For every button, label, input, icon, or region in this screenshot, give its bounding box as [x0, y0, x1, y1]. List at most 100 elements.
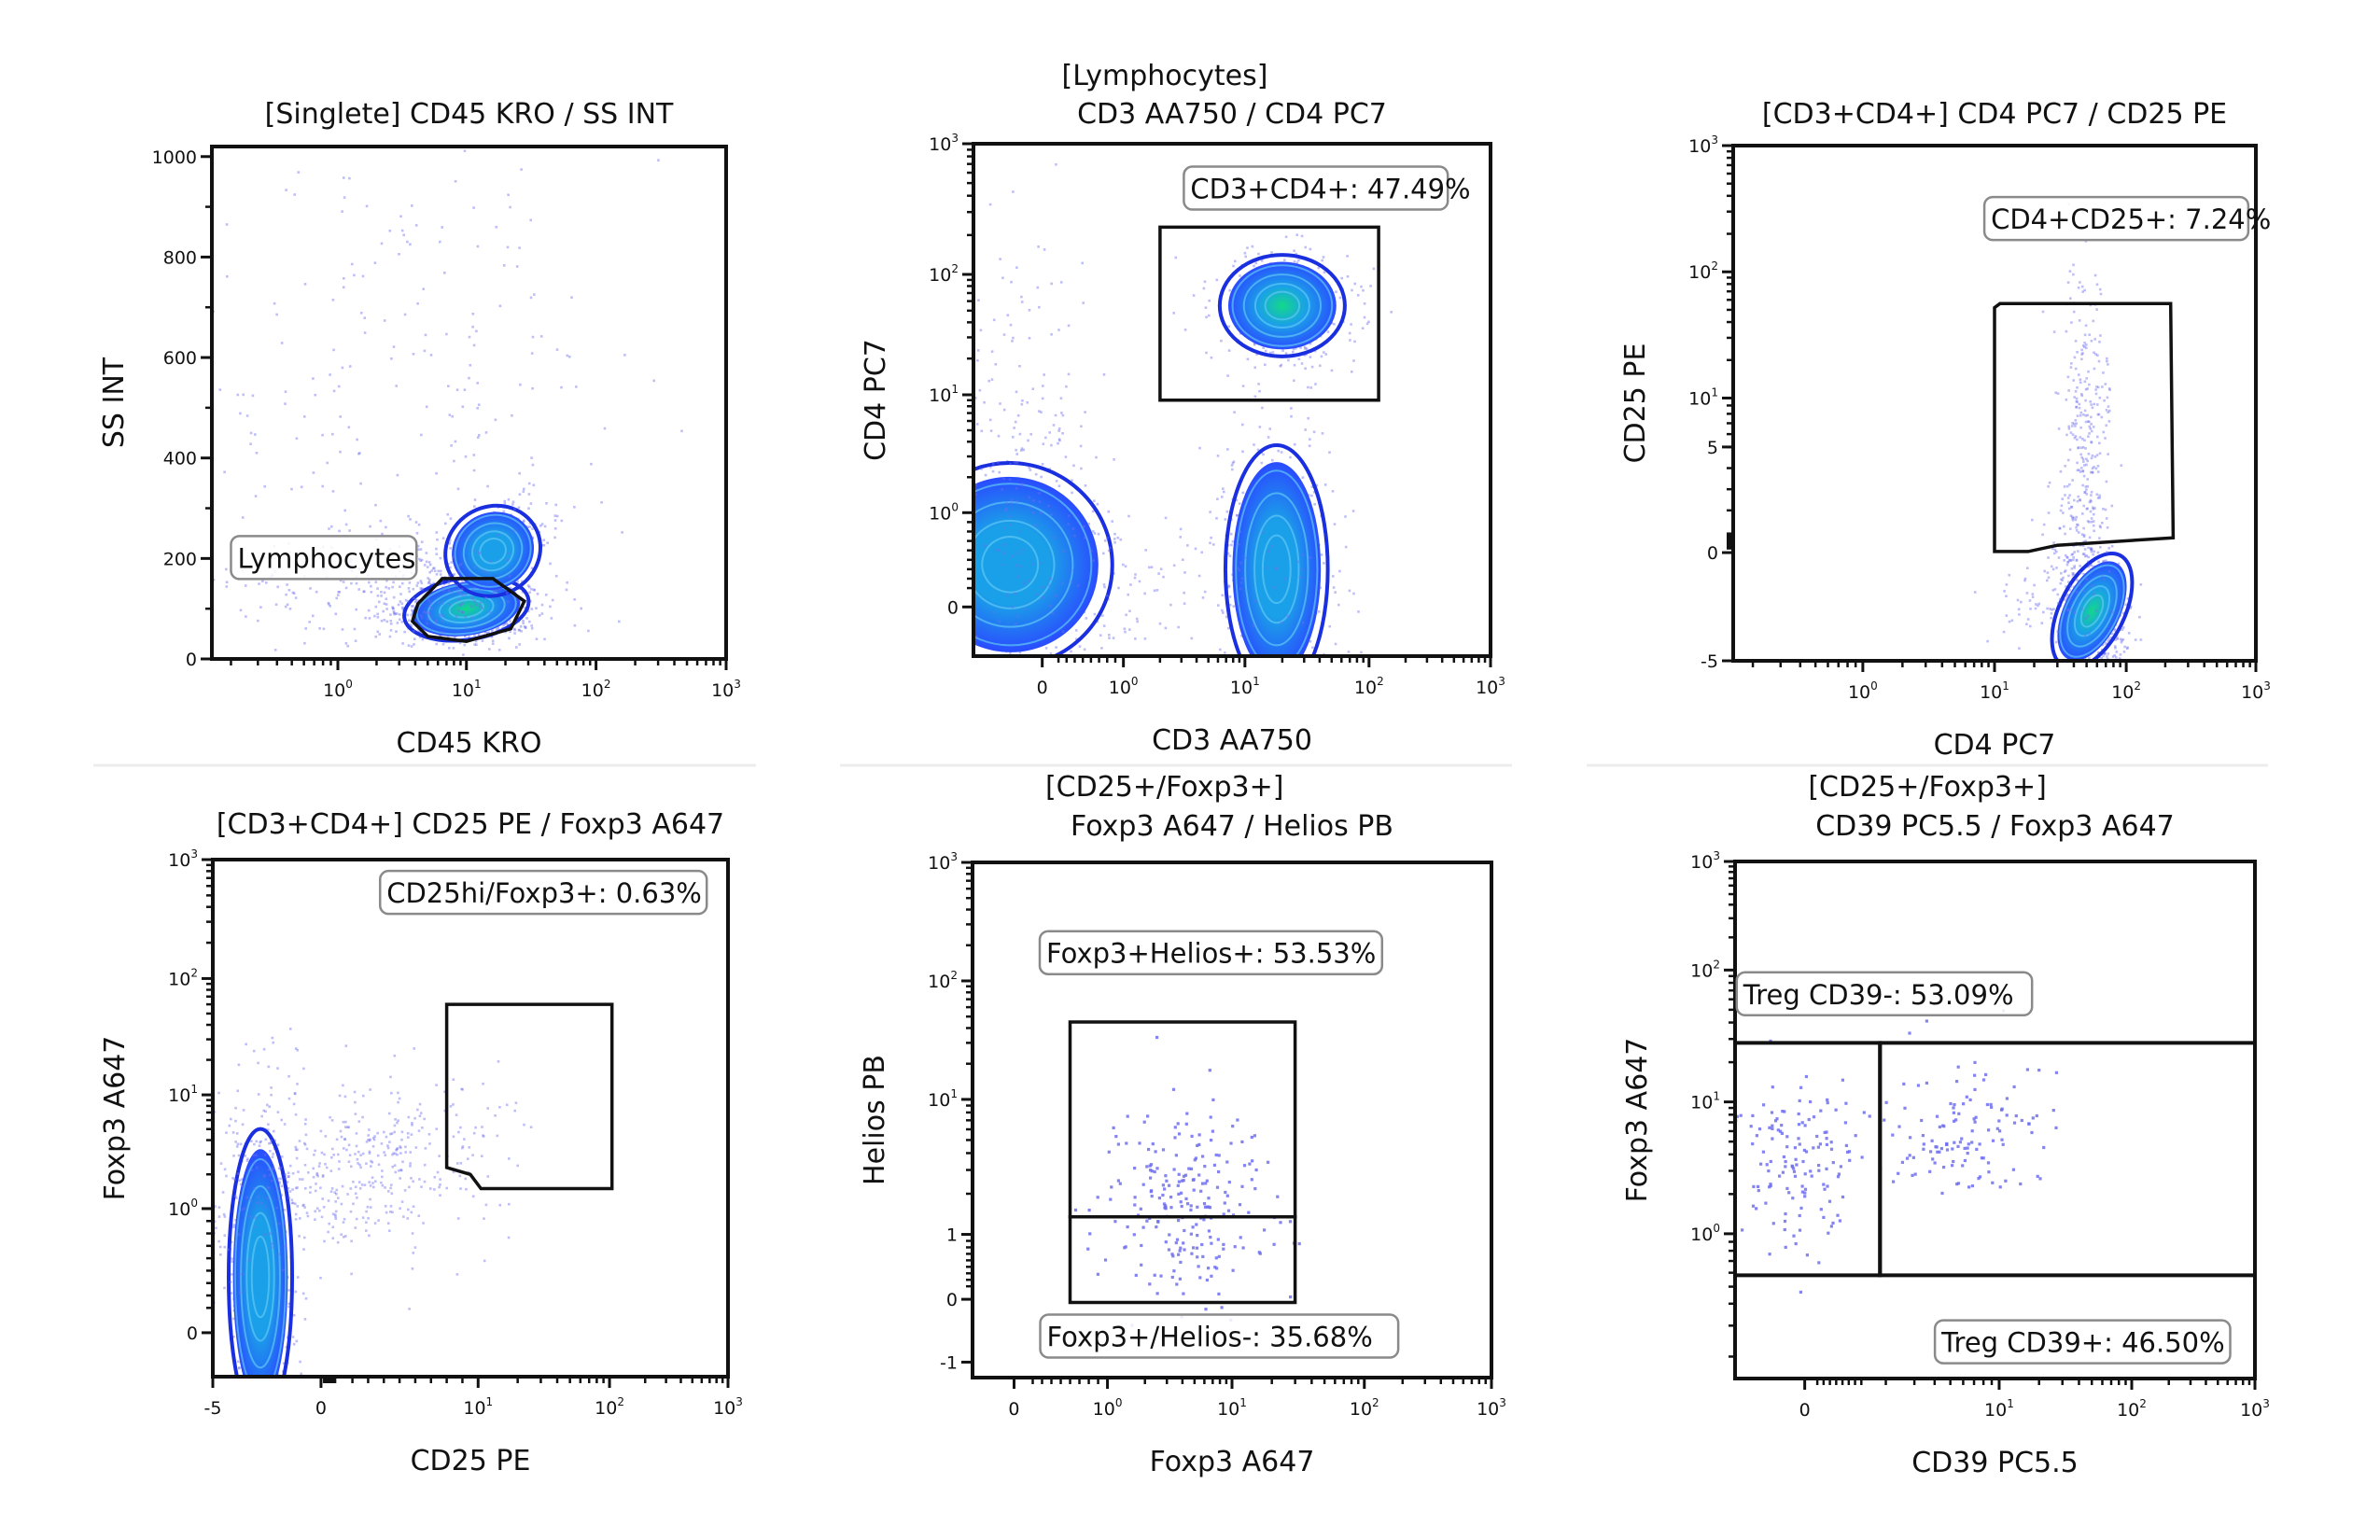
event-dot: [1043, 373, 1045, 376]
event-dot: [400, 621, 404, 623]
event-dot: [414, 521, 418, 524]
event-dot: [223, 1245, 227, 1249]
event-dot: [2108, 683, 2111, 686]
event-dot: [1093, 612, 1097, 616]
event-dot: [1015, 500, 1019, 503]
event-dot: [391, 606, 394, 609]
x-tick-label: 103: [711, 678, 741, 701]
event-dot: [337, 591, 340, 594]
population-cd3-neg: [939, 429, 1180, 663]
y-tick-label: 0: [186, 650, 197, 670]
event-dot: [939, 557, 942, 560]
y-tick-label: 400: [163, 449, 197, 469]
event-dot: [951, 442, 954, 445]
event-dot: [515, 265, 519, 268]
event-dot: [1265, 681, 1267, 684]
event-dot: [1009, 462, 1012, 466]
event-dot: [456, 487, 460, 491]
event-dot: [284, 402, 287, 405]
event-dot: [1009, 651, 1012, 655]
event-dot: [1322, 256, 1325, 259]
event-dot: [1280, 622, 1283, 624]
event-dot: [1217, 604, 1220, 607]
event-dot: [580, 607, 582, 610]
event-dot: [2086, 484, 2090, 488]
event-dot: [1350, 323, 1352, 326]
event-dot: [418, 631, 422, 634]
event-dot: [1308, 444, 1311, 447]
event-dot: [424, 333, 427, 337]
event-dot: [431, 567, 435, 570]
event-dot: [2058, 526, 2062, 530]
event-dot: [265, 581, 268, 584]
event-dot: [1344, 515, 1347, 518]
event-dot: [1010, 280, 1013, 284]
event-dot: [2114, 638, 2117, 641]
event-dot: [524, 625, 527, 629]
event-dot: [1064, 455, 1068, 458]
event-dot: [2099, 679, 2102, 681]
event-dot: [255, 1140, 259, 1143]
event-dot: [2089, 547, 2093, 550]
event-dot: [2074, 425, 2077, 427]
event-dot: [444, 522, 447, 525]
event-dot: [963, 559, 966, 562]
event-dot: [1072, 464, 1075, 468]
event-dot: [1071, 569, 1073, 572]
event-dot: [2096, 670, 2099, 673]
event-dot: [519, 625, 523, 628]
event-dot: [2120, 640, 2123, 644]
event-dot: [1244, 556, 1247, 560]
cd4-cd25-gate[interactable]: [1993, 301, 2176, 553]
event-dot: [1042, 595, 1044, 599]
event-dot: [2059, 469, 2063, 473]
event-dot: [497, 649, 501, 651]
cd3-cd4-gate[interactable]: [1158, 225, 1380, 402]
event-dot: [2084, 539, 2088, 542]
event-dot: [621, 531, 623, 534]
event-dot: [386, 1222, 390, 1225]
event-dot: [2099, 525, 2102, 529]
event-dot: [305, 1211, 309, 1214]
lymphocytes-gate[interactable]: [410, 577, 527, 643]
event-dot: [458, 592, 462, 595]
event-dot: [560, 519, 564, 523]
event-dot: [1332, 575, 1335, 578]
event-dot: [1369, 285, 1372, 287]
event-dot: [395, 385, 398, 387]
event-dot: [401, 606, 404, 609]
event-dot: [2093, 512, 2095, 516]
event-dot: [280, 1184, 284, 1188]
event-dot: [381, 532, 384, 536]
event-dot: [291, 1201, 295, 1205]
event-dot: [545, 502, 548, 505]
event-dot: [1293, 697, 1295, 700]
event-dot: [428, 578, 431, 581]
event-dot: [2074, 419, 2078, 422]
event-dot: [406, 1217, 410, 1220]
event-dot: [2079, 470, 2082, 473]
event-dot: [1263, 681, 1266, 684]
event-dot: [2056, 630, 2060, 633]
event-dot: [600, 501, 603, 504]
event-dot: [398, 618, 401, 621]
event-dot: [403, 313, 407, 316]
event-dot: [2087, 555, 2090, 559]
event-dot: [419, 580, 423, 582]
event-dot: [262, 1047, 266, 1051]
event-dot: [2081, 544, 2085, 547]
event-dot: [447, 589, 451, 592]
event-dot: [950, 574, 953, 577]
event-dot: [414, 224, 418, 227]
event-dot: [2105, 559, 2107, 563]
event-dot: [506, 600, 510, 603]
event-dot: [1281, 667, 1283, 670]
event-dot: [989, 429, 993, 432]
event-dot: [348, 365, 352, 368]
event-dot: [1210, 536, 1212, 539]
event-dot: [997, 660, 1000, 663]
event-dot: [1059, 281, 1063, 284]
event-dot: [299, 1360, 301, 1364]
